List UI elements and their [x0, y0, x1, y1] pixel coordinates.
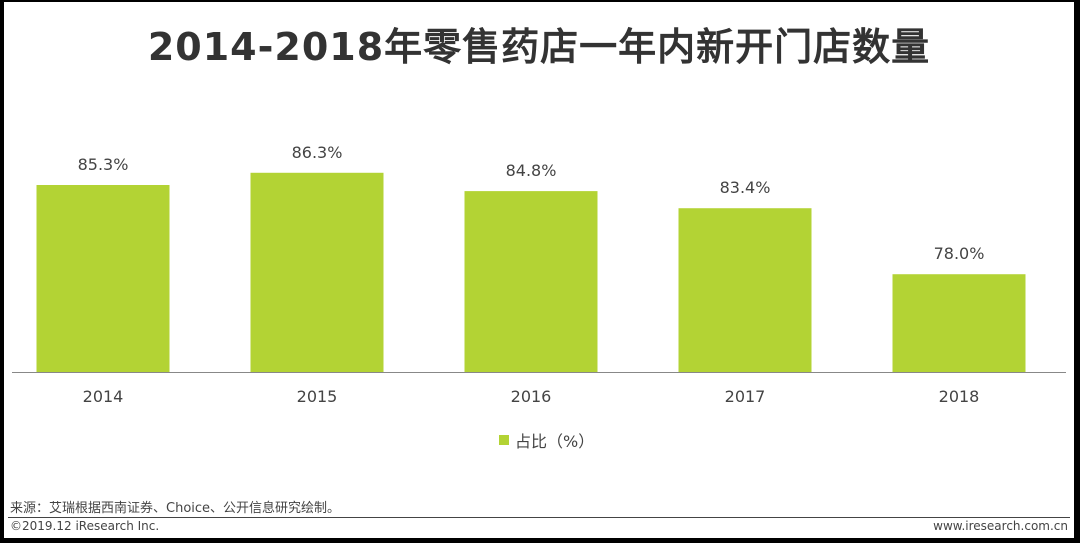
bar-2016: [464, 191, 598, 372]
website-url: www.iresearch.com.cn: [933, 519, 1068, 533]
x-tick-label-2015: 2015: [297, 387, 338, 406]
data-label-2015: 86.3%: [292, 143, 343, 162]
x-tick-label-2017: 2017: [725, 387, 766, 406]
footer-divider: [8, 517, 1070, 518]
copyright: ©2019.12 iResearch Inc.: [10, 519, 160, 533]
data-label-2016: 84.8%: [506, 161, 557, 180]
x-tick-label-2016: 2016: [511, 387, 552, 406]
legend: 占比（%）: [499, 428, 594, 452]
data-label-2018: 78.0%: [934, 244, 985, 263]
bar-2014: [36, 185, 170, 372]
bar-2017: [678, 208, 812, 372]
data-label-2014: 85.3%: [78, 155, 129, 174]
x-tick-label-2018: 2018: [939, 387, 980, 406]
legend-swatch: [499, 435, 509, 445]
source-note: 来源：艾瑞根据西南证券、Choice、公开信息研究绘制。: [10, 501, 341, 516]
bar-2018: [892, 274, 1026, 372]
legend-label: 占比（%）: [515, 432, 595, 451]
data-label-2017: 83.4%: [720, 178, 771, 197]
bar-2015: [250, 172, 384, 372]
x-tick-label-2014: 2014: [83, 387, 124, 406]
chart-frame: 2014-2018年零售药店一年内新开门店数量 85.3% 2014 86.3% 20…: [4, 2, 1074, 538]
chart-title: 2014-2018年零售药店一年内新开门店数量: [147, 25, 931, 69]
bar-chart: 85.3% 2014 86.3% 2015 84.8% 2016 83.4% 2017 78.0…: [12, 143, 1066, 406]
